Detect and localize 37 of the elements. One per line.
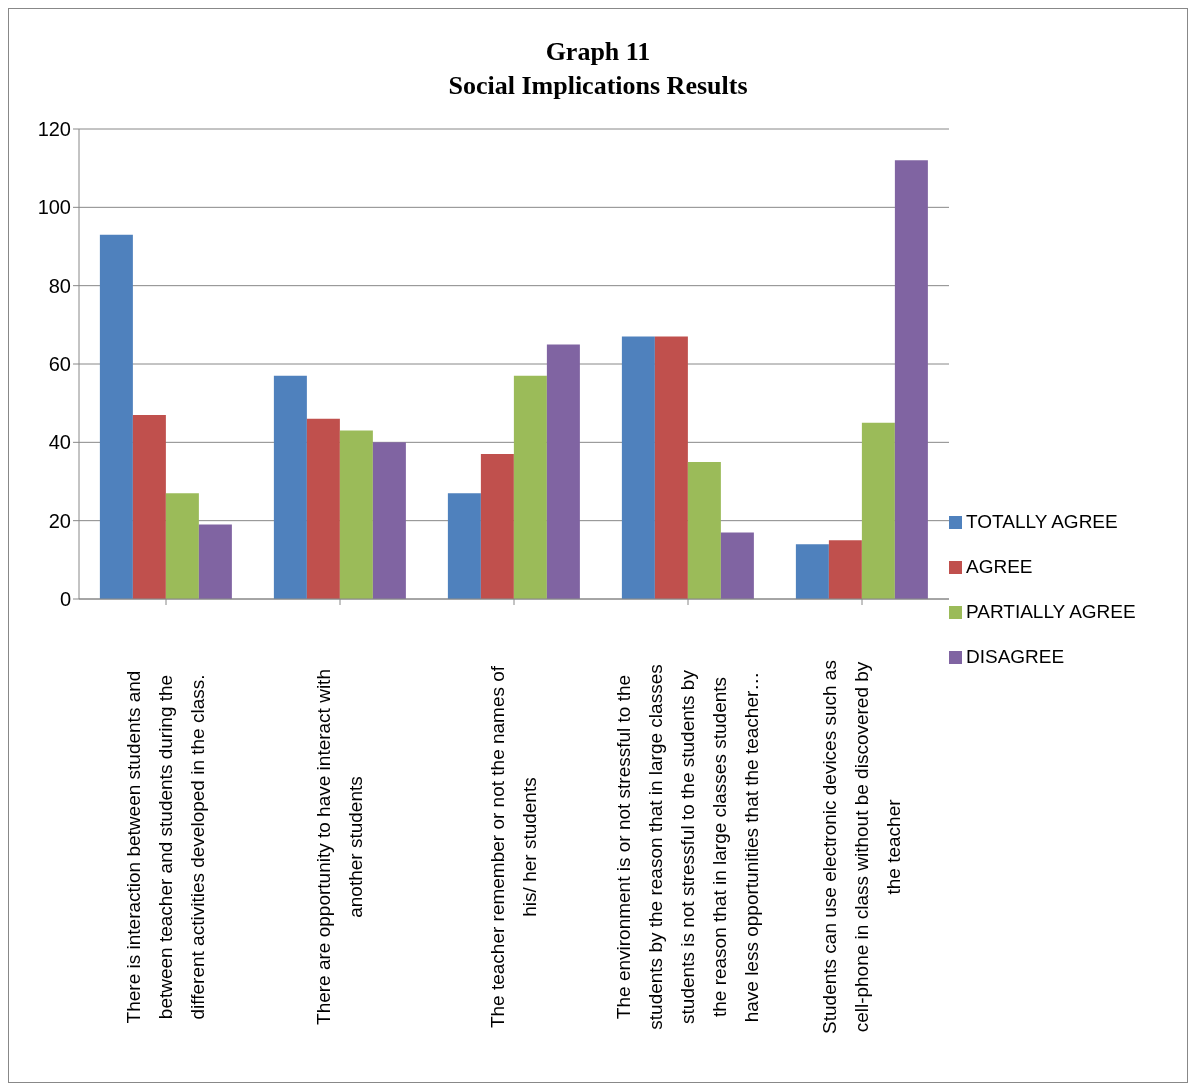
x-tick-label: The teacher remember or not the names of his/ her students (487, 665, 540, 1029)
bar (198, 524, 232, 599)
x-tick-label: There is interaction between students and between teacher and students during the different activities developed in the class. (123, 670, 208, 1024)
bar (372, 442, 406, 599)
y-tick-label: 20 (48, 509, 71, 532)
bar (687, 461, 721, 599)
legend-label: TOTALLY AGREE (966, 511, 1118, 532)
bar (861, 422, 895, 599)
y-tick-label: 40 (48, 431, 71, 454)
legend-label: AGREE (966, 556, 1033, 577)
bar (654, 336, 688, 599)
bar (132, 414, 166, 599)
bar (306, 418, 340, 599)
bar (480, 454, 514, 599)
bar (447, 493, 481, 599)
y-tick-label: 80 (48, 274, 71, 297)
y-tick-label: 60 (48, 353, 71, 376)
bar (720, 532, 754, 599)
bar (273, 375, 307, 599)
bar (795, 544, 829, 599)
bar (546, 344, 580, 599)
bar (621, 336, 655, 599)
x-tick-label: Students can use electronic devices such as cell-phone in class without be discovered by the teacher (819, 660, 904, 1034)
bar (99, 234, 133, 599)
x-tick-label: The environment is or not stressful to the students by the reason that in large classes students is not stressful to the students by the reason that in large classes students have less opportunities that the teacher… (613, 664, 762, 1030)
legend-label: PARTIALLY AGREE (966, 601, 1136, 622)
bar (513, 375, 547, 599)
bar (894, 160, 928, 599)
x-tick-label: There are opportunity to have interact with another students (313, 669, 366, 1025)
bar (828, 540, 862, 599)
y-tick-label: 120 (37, 118, 71, 141)
y-tick-label: 100 (37, 196, 71, 219)
bar (339, 430, 373, 599)
chart-title: Graph 11 Social Implications Results (447, 36, 749, 102)
bar (165, 493, 199, 599)
legend-label: DISAGREE (966, 646, 1065, 667)
y-tick-label: 0 (59, 588, 71, 611)
